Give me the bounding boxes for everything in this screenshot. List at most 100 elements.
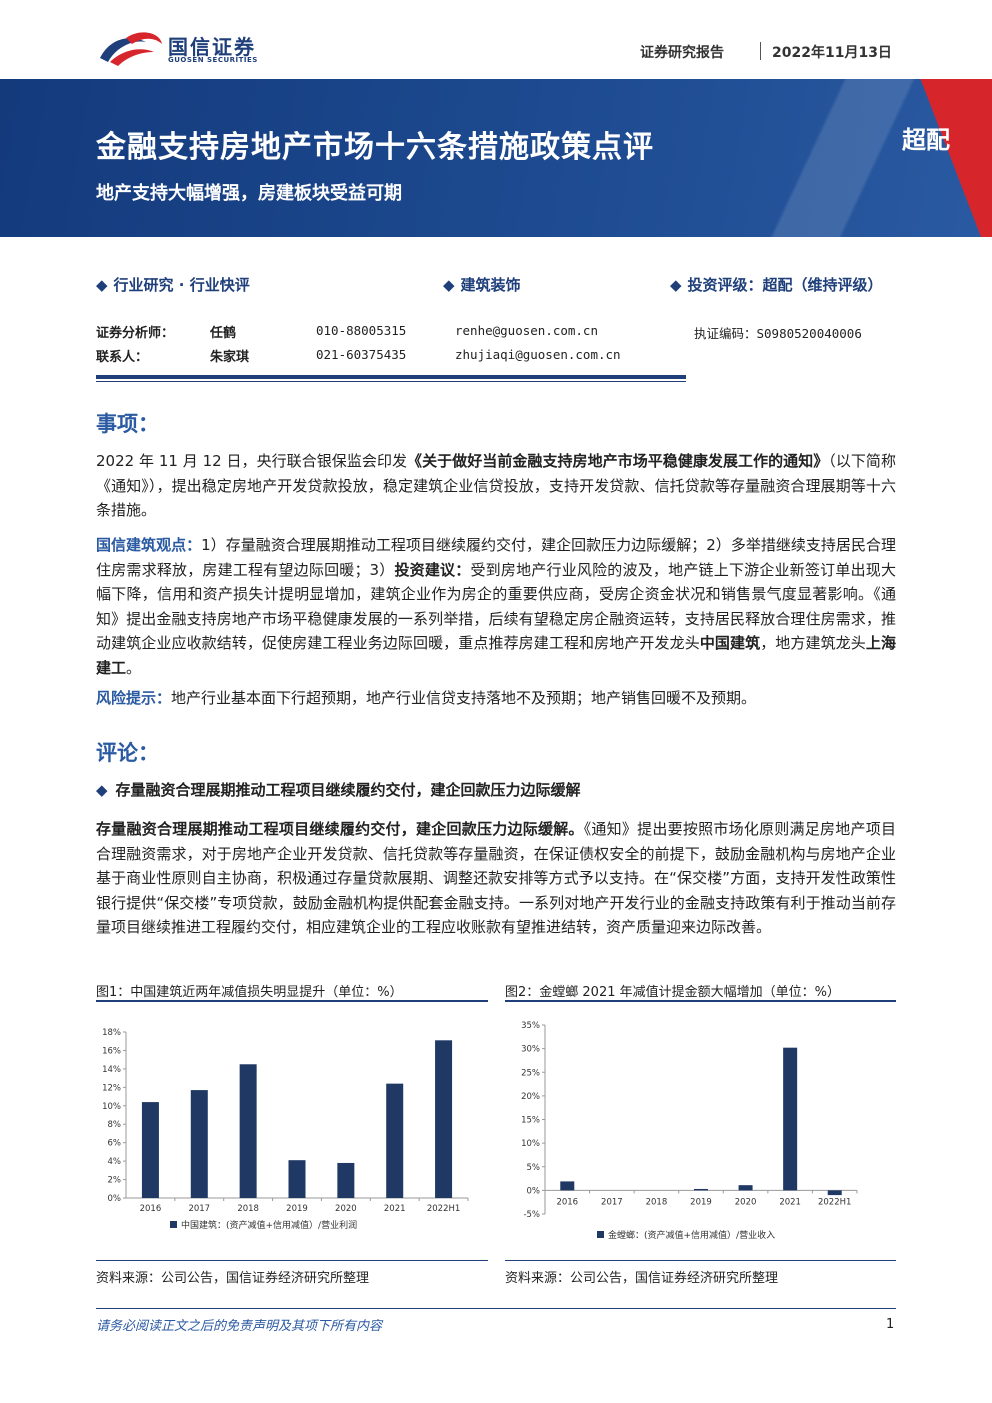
- diamond-icon: ◆: [670, 276, 682, 294]
- analyst-phone: 010-88005315: [316, 323, 407, 338]
- figure1-chart: 0% 2% 4% 6% 8% 10% 12% 14% 16% 18% 2016 2017 2018 201…: [102, 1028, 469, 1231]
- footer-rule: [96, 1308, 896, 1309]
- diamond-icon: ◆: [443, 276, 455, 294]
- figure2-chart: -5% 0% 5% 10% 15% 20% 25% 30% 35% 2016 2017 2018 201…: [521, 1021, 858, 1241]
- bar: [386, 1083, 404, 1198]
- contact-role: 联系人：: [96, 350, 149, 365]
- x-tick-label: 2020: [735, 1197, 757, 1207]
- x-tick-label: 2017: [188, 1204, 210, 1214]
- bar: [239, 1064, 257, 1198]
- x-tick-label: 2017: [601, 1197, 623, 1207]
- bullet-heading: ◆ 存量融资合理展期推动工程项目继续履约交付，建企回款压力边际缓解: [96, 779, 581, 800]
- y-tick-label: 30%: [521, 1045, 540, 1055]
- company-highlight: 中国建筑: [699, 634, 761, 652]
- x-tick-label: 2021: [384, 1204, 406, 1214]
- figure2-title: 图2：金螳螂 2021 年减值计提金额大幅增加（单位：%）: [505, 985, 840, 1000]
- rating-badge: 超配: [902, 126, 950, 154]
- view-paragraph: 国信建筑观点：1）存量融资合理展期推动工程项目继续履约交付，建企回款压力边际缓解…: [96, 533, 896, 680]
- analyst-rule-thin: [96, 381, 686, 382]
- x-tick-label: 2018: [646, 1197, 668, 1207]
- diamond-icon: ◆: [96, 781, 108, 799]
- matters-text: 2022 年 11 月 12 日，央行联合银保监会印发: [96, 452, 408, 470]
- x-tick-label: 2016: [140, 1204, 162, 1214]
- comment-lead: 存量融资合理展期推动工程项目继续履约交付，建企回款压力边际缓解。: [96, 820, 584, 838]
- view-text-cont: 受到房地产行业风险的波及，地产链上下游企业新签订单出现大幅下降，信用和资产损失计…: [96, 560, 896, 653]
- contact-email[interactable]: zhujiaqi@guosen.com.cn: [455, 347, 621, 362]
- bar: [190, 1090, 208, 1198]
- analyst-cert: 执证编码：S0980520040006: [694, 326, 862, 341]
- bar: [783, 1047, 798, 1191]
- legend-label: 中国建筑：(资产减值+信用减值）/营业利润: [181, 1219, 357, 1231]
- y-tick-label: -5%: [523, 1210, 540, 1220]
- company-highlight: 上海建工: [96, 634, 896, 677]
- x-tick-label: 2020: [335, 1204, 357, 1214]
- x-tick-label: 2022H1: [427, 1204, 460, 1214]
- analyst-rule: [96, 375, 686, 379]
- figure1-rule: [96, 1000, 488, 1002]
- tag-industry: ◆ 建筑装饰: [443, 274, 521, 295]
- header-divider: [760, 42, 761, 60]
- y-tick-label: 10%: [521, 1139, 540, 1149]
- x-tick-label: 2019: [690, 1197, 712, 1207]
- section-heading-comment: 评论：: [96, 741, 159, 765]
- bar: [560, 1181, 575, 1191]
- page-number: 1: [886, 1317, 895, 1332]
- y-tick-label: 12%: [102, 1083, 121, 1093]
- y-tick-label: 0%: [108, 1194, 122, 1204]
- analyst-email[interactable]: renhe@guosen.com.cn: [455, 323, 598, 338]
- risk-label: 风险提示：: [96, 689, 172, 707]
- matters-paragraph: 2022 年 11 月 12 日，央行联合银保监会印发《关于做好当前金融支持房地…: [96, 449, 896, 523]
- bar: [288, 1160, 306, 1198]
- y-tick-label: 25%: [521, 1068, 540, 1078]
- y-tick-label: 6%: [108, 1139, 122, 1149]
- analyst-role: 证券分析师：: [96, 326, 175, 341]
- y-tick-label: 2%: [108, 1176, 122, 1186]
- tag-category-label: 行业研究 · 行业快评: [113, 276, 250, 294]
- title-banner: [0, 79, 992, 237]
- report-type: 证券研究报告: [640, 45, 724, 61]
- tag-category: ◆ 行业研究 · 行业快评: [96, 274, 250, 295]
- bar: [738, 1185, 753, 1191]
- bullet-heading-text: 存量融资合理展期推动工程项目继续履约交付，建企回款压力边际缓解: [115, 781, 581, 799]
- contact-name: 朱家琪: [210, 350, 250, 365]
- bar: [337, 1162, 355, 1198]
- logo-name: 国信证券: [168, 35, 256, 59]
- y-tick-label: 35%: [521, 1021, 540, 1031]
- y-tick-label: 0%: [527, 1186, 541, 1196]
- y-tick-label: 15%: [521, 1116, 540, 1126]
- figure2-bottom-rule: [505, 1260, 896, 1261]
- notice-title: 《关于做好当前金融支持房地产市场平稳健康发展工作的通知》: [407, 452, 829, 470]
- figure1-title: 图1：中国建筑近两年减值损失明显提升（单位：%）: [96, 985, 403, 1000]
- x-tick-label: 2016: [556, 1197, 578, 1207]
- legend-swatch: [170, 1221, 177, 1228]
- y-tick-label: 20%: [521, 1092, 540, 1102]
- diamond-icon: ◆: [96, 276, 108, 294]
- x-tick-label: 2021: [779, 1197, 801, 1207]
- figure1-bottom-rule: [96, 1260, 488, 1261]
- risk-paragraph: 风险提示：地产行业基本面下行超预期，地产行业信贷支持落地不及预期；地产销售回暖不…: [96, 686, 896, 711]
- bar: [435, 1040, 453, 1198]
- y-tick-label: 14%: [102, 1065, 121, 1075]
- figure2-source: 资料来源：公司公告，国信证券经济研究所整理: [505, 1271, 779, 1286]
- report-subtitle: 地产支持大幅增强，房建板块受益可期: [96, 183, 402, 204]
- view-text: 1）存量融资合理展期推动工程项目继续履约交付，建企回款压力边际缓解；2）多举措继…: [96, 536, 896, 579]
- bar: [827, 1190, 842, 1196]
- bar: [694, 1188, 708, 1191]
- guosen-logo-icon: [100, 32, 162, 66]
- x-tick-label: 2018: [237, 1204, 259, 1214]
- x-tick-label: 2019: [286, 1204, 308, 1214]
- legend-swatch: [597, 1231, 604, 1238]
- figure1-source: 资料来源：公司公告，国信证券经济研究所整理: [96, 1271, 370, 1286]
- report-title: 金融支持房地产市场十六条措施政策点评: [96, 130, 654, 165]
- legend-label: 金螳螂：(资产减值+信用减值）/营业收入: [608, 1229, 775, 1241]
- report-date: 2022年11月13日: [772, 45, 892, 61]
- analyst-name: 任鹤: [210, 326, 237, 341]
- y-tick-label: 5%: [527, 1163, 541, 1173]
- comment-text: 《通知》提出要按照市场化原则满足房地产项目合理融资需求，对于房地产企业开发贷款、…: [96, 820, 896, 936]
- matters-text-cont: （以下简称《通知》），提出稳定房地产开发贷款投放，稳定建筑企业信贷投放，支持开发…: [96, 452, 896, 519]
- contact-phone: 021-60375435: [316, 347, 407, 362]
- invest-label: 投资建议：: [394, 560, 471, 579]
- tag-rating-label: 投资评级：超配（维持评级）: [687, 276, 883, 294]
- bar: [141, 1102, 159, 1198]
- footer-disclaimer[interactable]: 请务必阅读正文之后的免责声明及其项下所有内容: [96, 1319, 383, 1334]
